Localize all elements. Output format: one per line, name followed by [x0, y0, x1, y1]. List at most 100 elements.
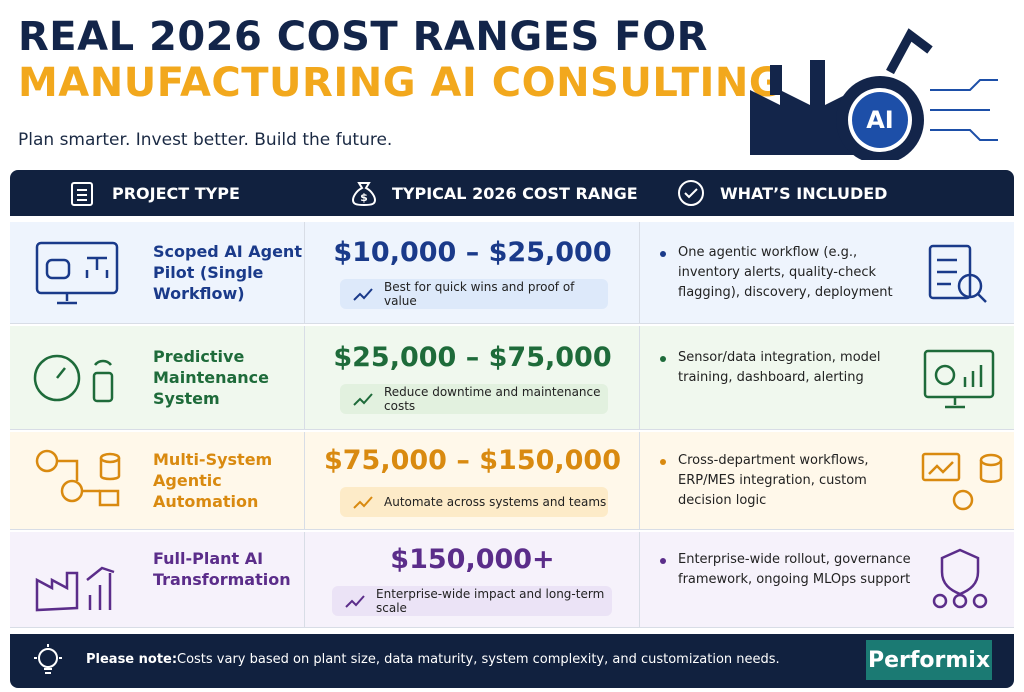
row-icon	[932, 548, 988, 609]
icon-shape	[86, 566, 115, 610]
bullet	[660, 558, 666, 564]
icon-shape	[99, 452, 121, 464]
column-header: $ TYPICAL 2026 COST RANGE	[350, 170, 638, 216]
bullet	[660, 356, 666, 362]
included-text: Sensor/data integration, model training,…	[678, 350, 881, 385]
table-row: Scoped AI Agent Pilot (Single Workflow) $…	[10, 222, 1014, 324]
row-icon	[33, 354, 114, 403]
icon-shape	[85, 256, 109, 278]
cost-note: Enterprise-wide impact and long-term sca…	[332, 586, 612, 616]
icon-shape	[930, 79, 998, 141]
cell-divider	[305, 222, 640, 323]
icon-shape	[852, 92, 908, 148]
row-icon-wrap	[32, 545, 122, 619]
icon-shape	[684, 188, 698, 199]
icon-shape	[928, 461, 954, 475]
project-name: Multi-System Agentic Automation	[153, 450, 273, 511]
icon-shape	[977, 293, 987, 303]
cost-note-text: Automate across systems and teams	[384, 495, 607, 509]
cost-range: $10,000 – $25,000	[333, 237, 612, 268]
pill-icon	[353, 496, 373, 509]
icon-shape: $	[360, 191, 368, 204]
cost-note: Best for quick wins and proof of value	[340, 279, 608, 309]
footer-label: Please note:	[86, 652, 178, 667]
cost-note: Reduce downtime and maintenance costs	[340, 384, 608, 414]
icon-shape	[35, 449, 59, 473]
icon-shape	[972, 593, 988, 609]
row-icon	[35, 241, 119, 305]
included-text: Cross-department workflows, ERP/MES inte…	[678, 453, 869, 508]
icon-shape	[34, 644, 62, 674]
cost-range: $150,000+	[390, 544, 555, 575]
row-icon-wrap	[915, 238, 1005, 312]
cost-range: $75,000 – $150,000	[323, 445, 622, 476]
hero-illustration: AI	[750, 28, 998, 160]
cost-note-text: Best for quick wins and proof of value	[384, 280, 575, 308]
column-title: PROJECT TYPE	[112, 183, 240, 203]
row-icon-wrap	[915, 343, 1005, 417]
column-title: TYPICAL 2026 COST RANGE	[392, 183, 638, 203]
icon-shape	[45, 258, 71, 280]
footer-text: Costs vary based on plant size, data mat…	[177, 652, 780, 667]
icon-shape	[932, 593, 948, 609]
pill-icon	[353, 288, 373, 301]
cost-range: $25,000 – $75,000	[333, 342, 612, 373]
pill-icon	[345, 595, 365, 608]
icon-shape	[353, 288, 373, 301]
included-text: One agentic workflow (e.g., inventory al…	[678, 245, 893, 300]
row-icon	[35, 566, 115, 612]
cell-divider	[305, 432, 640, 529]
cell-divider	[10, 326, 305, 429]
cell-divider	[305, 532, 640, 627]
icon-shape	[353, 393, 373, 406]
cell-divider	[10, 532, 305, 627]
clipboard-icon	[71, 182, 93, 206]
project-name: Full-Plant AI Transformation	[153, 549, 291, 589]
title-line1: REAL 2026 COST RANGES FOR	[18, 14, 708, 60]
icon-shape	[945, 397, 965, 409]
row-icon-wrap	[32, 238, 122, 312]
icon-shape	[56, 367, 66, 379]
table-header	[10, 170, 1014, 216]
icon-shape	[928, 244, 972, 300]
included-text: Enterprise-wide rollout, governance fram…	[678, 552, 911, 587]
row-icon-wrap	[32, 343, 122, 417]
footer	[10, 634, 1014, 688]
icon-shape	[770, 65, 782, 95]
icon-shape	[979, 453, 1003, 467]
project-name: Scoped AI Agent Pilot (Single Workflow)	[153, 242, 302, 303]
icon-shape	[57, 293, 77, 305]
icon-shape	[963, 365, 983, 387]
icon-shape	[930, 79, 998, 91]
icon-shape	[38, 648, 58, 668]
table-row: Multi-System Agentic Automation $75,000 –…	[10, 432, 1014, 530]
icon-shape	[886, 28, 933, 75]
column-title: WHAT’S INCLUDED	[720, 183, 888, 203]
icon-shape	[351, 182, 377, 207]
subtitle: Plan smarter. Invest better. Build the f…	[18, 130, 393, 150]
icon-shape	[99, 458, 121, 481]
row-icon	[921, 452, 1003, 511]
icon-shape	[353, 496, 373, 509]
cell-divider	[10, 222, 305, 323]
icon-shape	[98, 489, 120, 507]
column-header: WHAT’S INCLUDED	[676, 170, 887, 216]
icon-shape	[60, 479, 84, 503]
icon-shape	[57, 459, 100, 493]
icon-shape	[923, 349, 995, 399]
brand-logo: Performix	[866, 640, 992, 680]
icon-shape	[33, 354, 81, 402]
row-icon-wrap	[32, 446, 122, 520]
row-icon	[928, 244, 987, 303]
icon-shape	[92, 371, 114, 403]
icon-shape	[952, 489, 974, 511]
row-icon	[35, 449, 121, 507]
icon-shape	[930, 129, 998, 141]
cost-note-text: Reduce downtime and maintenance costs	[384, 385, 601, 413]
icon-shape	[345, 595, 365, 608]
table-row: Predictive Maintenance System $25,000 – $…	[10, 326, 1014, 430]
bullet	[660, 251, 666, 257]
row-icon	[923, 349, 995, 409]
badge-text: AI	[866, 106, 894, 134]
